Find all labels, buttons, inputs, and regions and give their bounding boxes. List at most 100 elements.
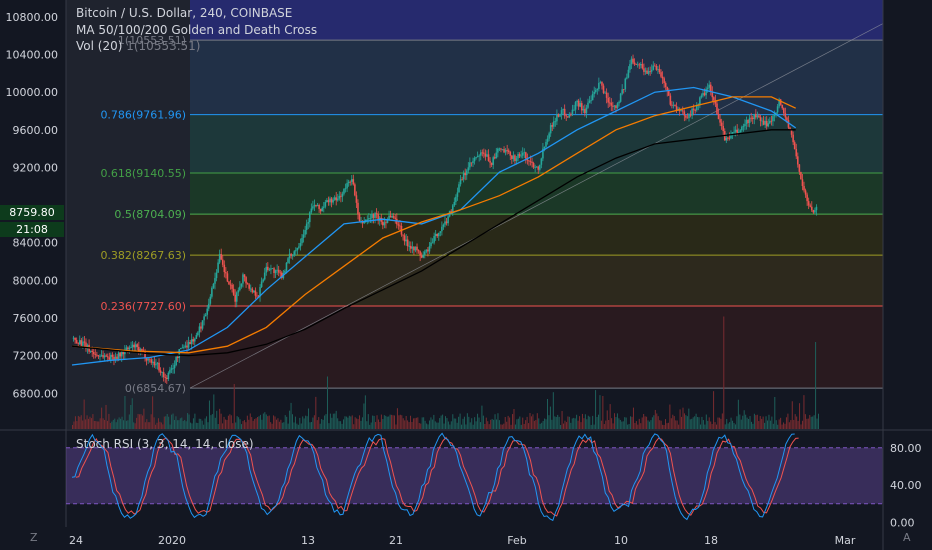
symbol-title[interactable]: Bitcoin / U.S. Dollar, 240, COINBASE	[76, 6, 293, 20]
fib-zone-top	[190, 0, 883, 41]
volume-bar	[185, 421, 187, 429]
volume-bar	[353, 424, 355, 429]
volume-bar	[168, 416, 170, 429]
candle-body	[428, 246, 431, 252]
candle-body	[773, 114, 776, 117]
volume-bar	[471, 418, 473, 429]
candle-body	[291, 255, 294, 257]
candle-body	[173, 365, 176, 369]
volume-bar	[95, 421, 97, 429]
volume-bar	[405, 415, 407, 429]
candle-body	[430, 242, 432, 247]
candle-body	[475, 157, 477, 158]
ma-line-ma-100	[71, 96, 796, 354]
candle-body	[324, 202, 327, 207]
volume-bar	[434, 421, 436, 429]
volume-bar	[128, 414, 130, 429]
candle-body	[692, 108, 695, 111]
candle-body	[197, 332, 199, 336]
volume-bar	[350, 416, 352, 429]
volume-bar	[248, 419, 250, 429]
candle-body	[566, 116, 569, 118]
fib-zone-0.618	[190, 114, 883, 174]
candle-body	[748, 117, 751, 124]
volume-bar	[321, 418, 323, 429]
volume-bar	[102, 418, 104, 429]
auto-scale-button[interactable]: A	[903, 531, 911, 544]
volume-indicator-title[interactable]: Vol (20) 1(10553.51)	[76, 39, 201, 53]
candle-body	[159, 370, 162, 373]
stoch-rsi-title[interactable]: Stoch RSI (3, 3, 14, 14, close)	[76, 437, 254, 451]
volume-bar	[195, 422, 197, 429]
volume-bar	[546, 399, 548, 429]
candle-body	[200, 326, 202, 329]
volume-bar	[141, 415, 143, 429]
volume-bar	[220, 413, 222, 429]
candle-body	[335, 197, 338, 201]
volume-bar	[449, 424, 451, 429]
volume-bar	[224, 419, 226, 429]
candle-body	[599, 82, 602, 83]
volume-bar	[187, 413, 189, 429]
candle-body	[486, 154, 488, 157]
candle-body	[161, 372, 163, 373]
fib-zone-0.236	[190, 255, 883, 306]
volume-bar	[723, 316, 725, 429]
candle-body	[372, 213, 375, 218]
zoom-reset-button[interactable]: Z	[30, 531, 38, 544]
candle-body	[790, 130, 793, 135]
volume-bar	[160, 422, 162, 429]
candle-body	[584, 109, 586, 114]
candle-body	[371, 213, 373, 219]
candle-body	[184, 345, 187, 347]
volume-bar	[484, 423, 486, 429]
candle-body	[495, 152, 498, 159]
candle-body	[234, 294, 236, 302]
volume-bar	[539, 423, 541, 429]
candle-body	[562, 108, 564, 111]
candle-body	[385, 222, 387, 224]
candle-body	[166, 377, 168, 380]
fib-zone-0	[190, 305, 883, 389]
volume-bar	[356, 418, 358, 429]
price-axis[interactable]: 6800.00 7200.00 7600.00 8000.00 8400.00 9200.…	[0, 0, 932, 527]
candles	[72, 54, 818, 384]
volume-bar	[139, 414, 141, 429]
candle-body	[179, 348, 182, 350]
volume-bar	[740, 419, 742, 429]
candle-body	[403, 235, 406, 242]
volume-bar	[239, 419, 241, 429]
time-axis[interactable]: 24 2020 13 21 Feb 10 18 Mar	[69, 0, 884, 550]
candle-body	[312, 206, 314, 209]
candle-body	[523, 152, 526, 154]
volume-bar	[660, 420, 662, 429]
volume-bar	[89, 416, 91, 429]
volume-bar	[431, 419, 433, 429]
candle-body	[664, 83, 667, 87]
candle-body	[563, 108, 566, 116]
candle-body	[559, 114, 561, 117]
volume-bar	[622, 421, 624, 429]
candle-body	[674, 105, 676, 107]
volume-bar	[104, 419, 106, 429]
volume-bar	[305, 415, 307, 429]
ma-indicator-title[interactable]: MA 50/100/200 Golden and Death Cross	[76, 23, 318, 37]
volume-bar	[561, 411, 563, 429]
volume-bar	[259, 414, 261, 429]
candle-body	[257, 295, 260, 297]
candle-body	[382, 221, 384, 226]
volume-bar	[230, 415, 232, 429]
candle-body	[329, 198, 331, 203]
candle-body	[313, 205, 316, 207]
volume-bar	[762, 416, 764, 429]
volume-bar	[474, 417, 476, 429]
volume-bar	[478, 417, 480, 429]
candle-body	[338, 195, 341, 199]
candle-body	[747, 120, 749, 124]
volume-bar	[672, 414, 674, 429]
candle-body	[94, 354, 97, 355]
candle-body	[136, 344, 139, 347]
volume-bar	[513, 409, 515, 429]
volume-bar	[283, 422, 285, 429]
